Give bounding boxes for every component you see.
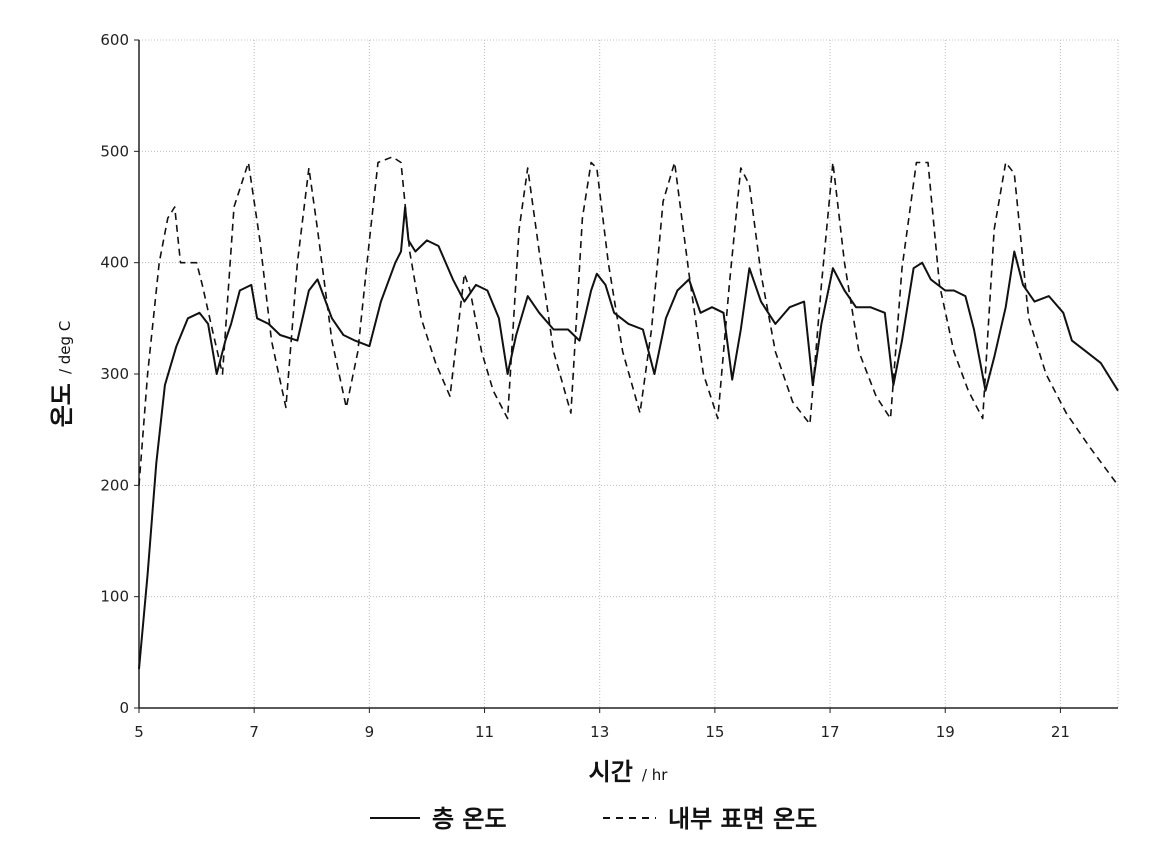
x-tick-label: 5 <box>134 723 144 741</box>
y-tick-label: 300 <box>100 365 129 383</box>
y-tick-label: 0 <box>119 699 129 717</box>
x-tick-label: 15 <box>705 723 724 741</box>
x-tick-label: 17 <box>821 723 840 741</box>
y-tick-label: 200 <box>100 476 129 494</box>
y-tick-label: 500 <box>100 142 129 160</box>
x-tick-label: 21 <box>1051 723 1070 741</box>
x-tick-label: 13 <box>590 723 609 741</box>
legend-label-floor-temp: 층 온도 <box>432 805 507 833</box>
y-tick-label: 600 <box>100 31 129 49</box>
y-tick-label: 400 <box>100 254 129 272</box>
legend-label-inner-surface-temp: 내부 표면 온도 <box>668 805 817 833</box>
y-tick-label: 100 <box>100 588 129 606</box>
x-tick-label: 7 <box>249 723 259 741</box>
x-tick-label: 11 <box>475 723 494 741</box>
x-tick-label: 19 <box>936 723 955 741</box>
x-tick-label: 9 <box>365 723 375 741</box>
